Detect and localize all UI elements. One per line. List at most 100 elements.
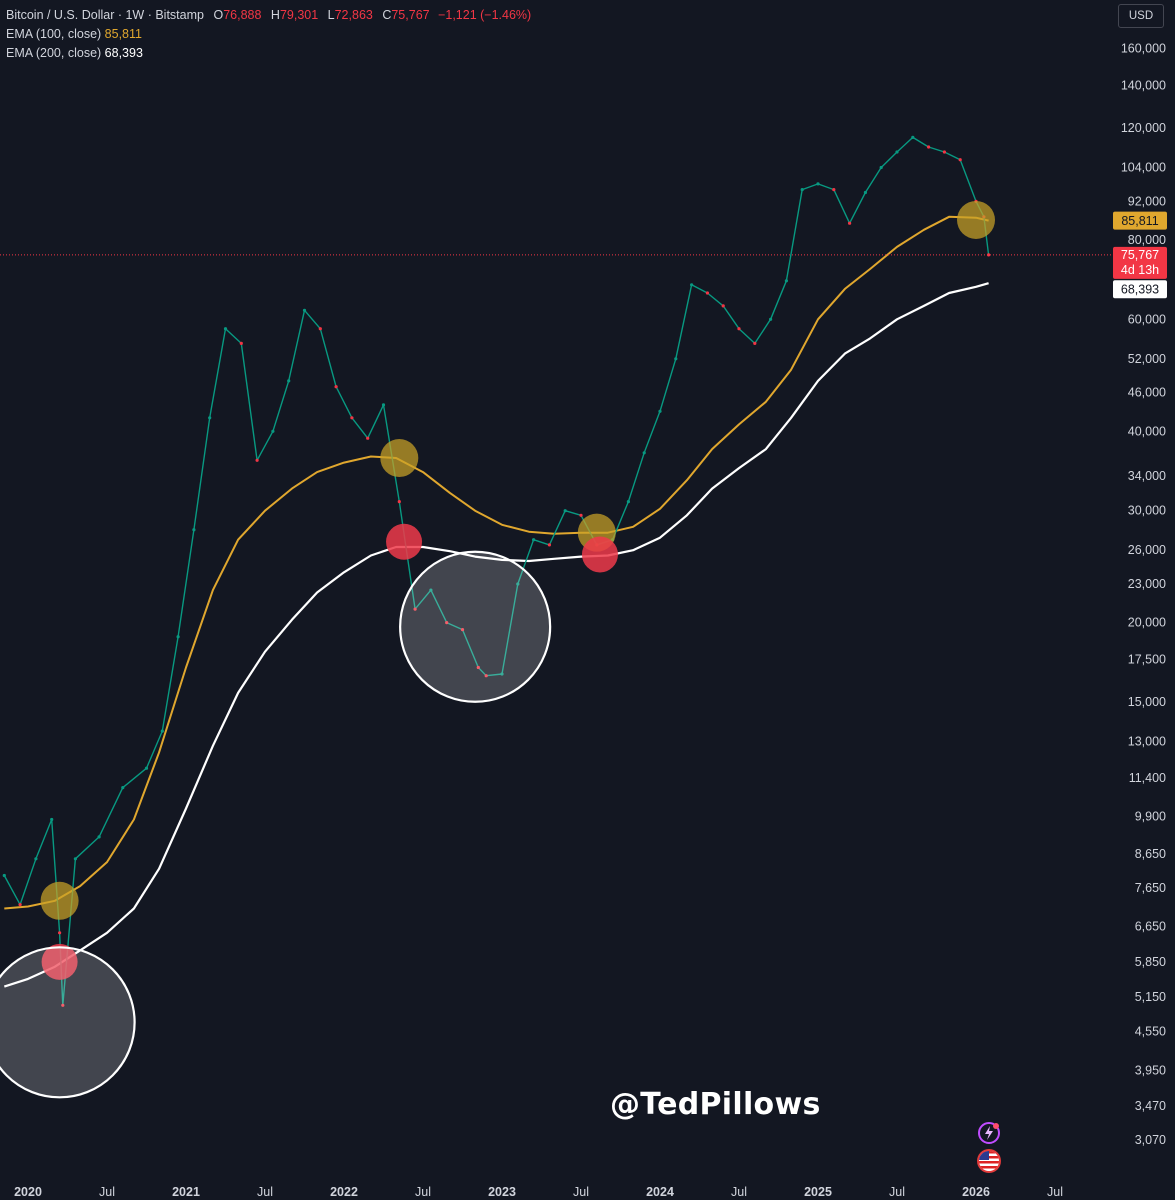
y-tick-label: 80,000 xyxy=(1128,233,1166,247)
x-tick-label: Jul xyxy=(99,1185,115,1199)
price-point xyxy=(579,513,583,517)
ema100-row[interactable]: EMA (100, close) 85,811 xyxy=(6,25,531,44)
price-point xyxy=(927,145,931,149)
red-highlight-circle xyxy=(386,523,423,560)
last-price-tag xyxy=(1113,246,1167,279)
price-point xyxy=(334,385,338,389)
price-point xyxy=(73,857,77,861)
y-tick-label: 20,000 xyxy=(1128,616,1166,630)
price-point xyxy=(397,500,401,504)
y-tick-label: 60,000 xyxy=(1128,312,1166,326)
price-point xyxy=(176,635,180,639)
ema200-line[interactable] xyxy=(3,282,989,988)
white-ring-highlight xyxy=(0,946,136,1099)
y-tick-label: 3,950 xyxy=(1135,1063,1166,1077)
price-point xyxy=(318,327,322,331)
price-point xyxy=(484,674,488,678)
price-point xyxy=(50,817,54,822)
gold-highlight-circle xyxy=(957,200,995,239)
price-point xyxy=(547,543,552,547)
ema200-price-tag xyxy=(1113,280,1167,299)
y-tick-label: 4,550 xyxy=(1135,1024,1166,1038)
y-tick-label: 8,650 xyxy=(1135,847,1166,861)
price-point xyxy=(476,665,480,670)
price-point xyxy=(97,835,101,839)
close-value: 75,767 xyxy=(391,8,430,22)
red-highlight-circle xyxy=(41,943,78,980)
ema100-value: 85,811 xyxy=(104,27,142,41)
price-point xyxy=(816,182,820,186)
watermark: @TedPillows xyxy=(610,1087,821,1122)
price-point xyxy=(160,729,164,733)
ema100-line[interactable] xyxy=(4,215,989,910)
x-tick-label: Jul xyxy=(889,1185,905,1199)
price-point xyxy=(255,458,259,462)
price-point xyxy=(800,188,804,192)
ema200-price-text: 68,393 xyxy=(1121,283,1159,297)
price-point xyxy=(271,429,275,433)
y-tick-label: 9,900 xyxy=(1135,810,1166,824)
price-point xyxy=(532,538,536,542)
price-point xyxy=(2,873,6,878)
price-point xyxy=(192,528,196,532)
y-tick-label: 140,000 xyxy=(1121,78,1166,92)
price-point xyxy=(208,416,212,420)
price-point xyxy=(302,308,307,312)
gold-highlight-circle xyxy=(380,439,419,478)
y-tick-label: 52,000 xyxy=(1128,352,1166,366)
x-tick-label: Jul xyxy=(731,1185,747,1199)
us-flag-icon[interactable] xyxy=(976,1148,1002,1174)
x-tick-label: 2023 xyxy=(488,1185,516,1199)
price-point xyxy=(58,931,62,935)
gold-highlight-circle xyxy=(40,881,79,920)
x-tick-label: Jul xyxy=(1047,1185,1063,1199)
price-point xyxy=(18,903,22,907)
y-tick-label: 5,850 xyxy=(1135,955,1166,969)
y-tick-label: 7,650 xyxy=(1135,881,1166,895)
y-tick-label: 13,000 xyxy=(1128,735,1166,749)
price-point xyxy=(769,317,773,321)
ema100-price-text: 85,811 xyxy=(1121,214,1158,228)
countdown-text: 4d 13h xyxy=(1121,263,1159,277)
price-point xyxy=(721,304,725,308)
price-point xyxy=(848,221,852,225)
flash-icon[interactable] xyxy=(976,1120,1002,1146)
y-tick-label: 26,000 xyxy=(1128,543,1166,557)
price-point xyxy=(223,327,228,331)
price-point xyxy=(642,451,646,455)
currency-button[interactable]: USD xyxy=(1118,4,1164,28)
x-tick-label: Jul xyxy=(573,1185,589,1199)
price-point xyxy=(445,621,449,625)
price-point xyxy=(674,357,678,361)
price-point xyxy=(705,291,710,295)
x-tick-label: 2021 xyxy=(172,1185,200,1199)
price-point xyxy=(784,279,789,283)
y-tick-label: 3,070 xyxy=(1135,1133,1166,1147)
change-value: −1,121 (−1.46%) xyxy=(438,8,532,22)
price-point xyxy=(429,588,433,592)
high-label: H xyxy=(270,8,280,22)
x-tick-label: 2026 xyxy=(962,1185,990,1199)
open-label: O xyxy=(213,8,224,22)
x-tick-label: 2022 xyxy=(330,1185,358,1199)
chart-legend: Bitcoin / U.S. Dollar · 1W · Bitstamp O 7… xyxy=(6,6,531,63)
price-point xyxy=(413,607,417,611)
price-point xyxy=(516,582,520,586)
ema200-label: EMA (200, close) xyxy=(6,46,102,60)
ema100-label: EMA (100, close) xyxy=(6,27,102,41)
y-tick-label: 160,000 xyxy=(1121,42,1166,56)
price-point xyxy=(690,283,694,287)
y-tick-label: 3,470 xyxy=(1135,1099,1166,1113)
y-tick-label: 6,650 xyxy=(1135,920,1166,934)
ema200-row[interactable]: EMA (200, close) 68,393 xyxy=(6,44,531,63)
y-tick-label: 92,000 xyxy=(1128,194,1166,208)
price-point xyxy=(958,158,962,162)
y-tick-label: 5,150 xyxy=(1135,990,1166,1004)
price-point xyxy=(500,672,504,676)
y-tick-label: 11,400 xyxy=(1129,771,1166,785)
price-point xyxy=(879,165,883,170)
price-axis[interactable]: 160,000 140,000 120,000 104,000 92,000 80,000… xyxy=(1121,42,1166,1147)
time-axis[interactable]: 2020 Jul 2021 Jul 2022 Jul 2023 Jul 2024 Jul 2025 J… xyxy=(14,1185,1063,1199)
symbol-title[interactable]: Bitcoin / U.S. Dollar · 1W · Bitstamp xyxy=(6,8,204,22)
